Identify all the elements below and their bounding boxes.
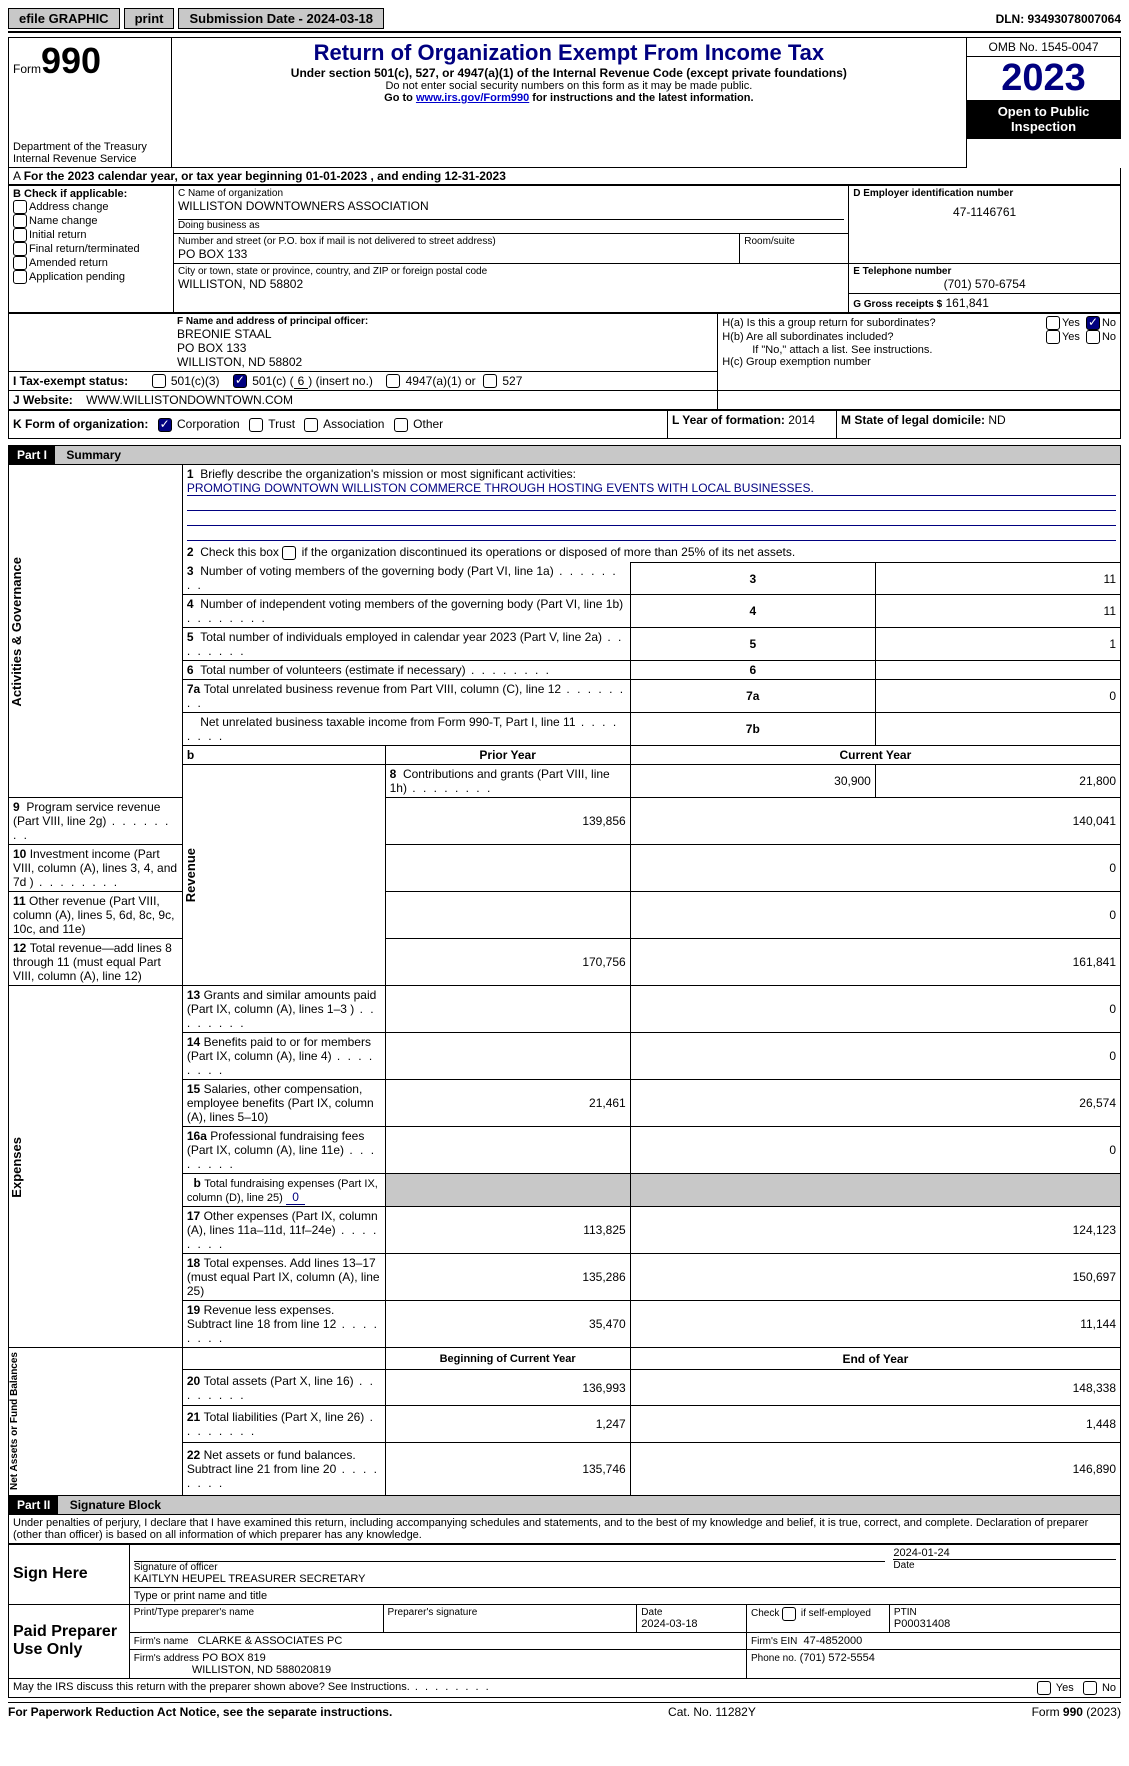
officer-l1: BREONIE STAAL	[177, 327, 713, 341]
form-subtitle: Under section 501(c), 527, or 4947(a)(1)…	[176, 66, 963, 80]
ein-value: 47-1146761	[853, 199, 1116, 225]
hb-no[interactable]	[1086, 330, 1100, 344]
check-amended[interactable]	[13, 256, 27, 270]
paperwork-notice: For Paperwork Reduction Act Notice, see …	[8, 1705, 392, 1719]
street-value: PO BOX 133	[178, 247, 735, 261]
dept-irs: Internal Revenue Service	[13, 153, 167, 165]
mission-text: PROMOTING DOWNTOWN WILLISTON COMMERCE TH…	[187, 481, 1116, 496]
officer-group-block: F Name and address of principal officer:…	[8, 313, 1121, 411]
goto-pre: Go to	[384, 92, 416, 104]
officer-l3: WILLISTON, ND 58802	[177, 355, 713, 369]
sign-here-label: Sign Here	[9, 1544, 130, 1604]
form-title: Return of Organization Exempt From Incom…	[176, 40, 963, 66]
discuss-yes[interactable]	[1037, 1681, 1051, 1695]
form-number: 990	[41, 40, 101, 81]
gross-receipts: 161,841	[946, 296, 989, 310]
paid-preparer-label: Paid Preparer Use Only	[9, 1604, 130, 1678]
l2-check[interactable]	[282, 546, 296, 560]
hc-label: H(c) Group exemption number	[722, 356, 1116, 368]
goto-post: for instructions and the latest informat…	[529, 92, 753, 104]
check-app-pending[interactable]	[13, 270, 27, 284]
i-501c[interactable]	[233, 374, 247, 388]
check-name-change[interactable]	[13, 214, 27, 228]
klm-block: K Form of organization: Corporation Trus…	[8, 410, 1121, 439]
room-label: Room/suite	[744, 236, 844, 247]
dba-label: Doing business as	[178, 220, 844, 231]
part2-tag: Part II	[9, 1496, 58, 1514]
l-label: L Year of formation:	[672, 413, 785, 427]
section-governance: Activities & Governance	[9, 553, 24, 711]
efile-button[interactable]: efile GRAPHIC	[8, 8, 120, 29]
city-value: WILLISTON, ND 58802	[178, 277, 844, 291]
e-phone-label: E Telephone number	[853, 266, 1116, 277]
org-name: WILLISTON DOWNTOWNERS ASSOCIATION	[178, 199, 844, 213]
year-formation: 2014	[788, 413, 815, 427]
k-assoc[interactable]	[304, 418, 318, 432]
hb-yes[interactable]	[1046, 330, 1060, 344]
officer-signature-name: KAITLYN HEUPEL TREASURER SECRETARY	[134, 1573, 886, 1585]
section-netassets: Net Assets or Fund Balances	[9, 1348, 20, 1494]
penalty-statement: Under penalties of perjury, I declare th…	[8, 1515, 1121, 1544]
section-expenses: Expenses	[9, 1133, 24, 1202]
phone-value: (701) 570-6754	[853, 277, 1116, 291]
l2-text: Check this box if the organization disco…	[200, 545, 795, 559]
catalog-number: Cat. No. 11282Y	[668, 1705, 756, 1719]
hb-label: H(b) Are all subordinates included?	[722, 331, 1046, 343]
submission-date: Submission Date - 2024-03-18	[178, 8, 384, 29]
ha-label: H(a) Is this a group return for subordin…	[722, 317, 1046, 329]
ha-yes[interactable]	[1046, 316, 1060, 330]
street-label: Number and street (or P.O. box if mail i…	[178, 236, 735, 247]
officer-l2: PO BOX 133	[177, 341, 713, 355]
form-footer: Form 990 (2023)	[1032, 1705, 1121, 1719]
section-revenue: Revenue	[183, 844, 198, 906]
hb-note: If "No," attach a list. See instructions…	[722, 344, 1116, 356]
state-domicile: ND	[988, 413, 1005, 427]
city-label: City or town, state or province, country…	[178, 266, 844, 277]
form-label: Form	[13, 62, 41, 76]
part1-tag: Part I	[9, 446, 55, 464]
m-label: M State of legal domicile:	[841, 413, 985, 427]
discuss-no[interactable]	[1083, 1681, 1097, 1695]
k-other[interactable]	[394, 418, 408, 432]
form-note-ssn: Do not enter social security numbers on …	[176, 80, 963, 92]
omb-number: OMB No. 1545-0047	[967, 38, 1120, 57]
i-501c3[interactable]	[152, 374, 166, 388]
j-label: J Website:	[13, 393, 73, 407]
signature-block: Sign Here Signature of officer KAITLYN H…	[8, 1544, 1121, 1698]
k-label: K Form of organization:	[13, 417, 148, 431]
f-officer-label: F Name and address of principal officer:	[177, 316, 713, 327]
check-final-return[interactable]	[13, 242, 27, 256]
g-receipts-label: G Gross receipts $	[853, 299, 942, 310]
print-button[interactable]: print	[124, 8, 175, 29]
part1-title: Summary	[58, 448, 121, 462]
c-name-label: C Name of organization	[178, 188, 844, 199]
self-employed-check[interactable]	[782, 1607, 796, 1621]
page-footer: For Paperwork Reduction Act Notice, see …	[8, 1702, 1121, 1719]
k-corp[interactable]	[158, 418, 172, 432]
i-527[interactable]	[483, 374, 497, 388]
top-toolbar: efile GRAPHIC print Submission Date - 20…	[8, 8, 1121, 33]
box-b-label: B Check if applicable:	[13, 188, 169, 200]
k-trust[interactable]	[249, 418, 263, 432]
check-initial-return[interactable]	[13, 228, 27, 242]
form-header: Form990 Return of Organization Exempt Fr…	[8, 37, 1121, 168]
entity-block: B Check if applicable: Address change Na…	[8, 185, 1121, 313]
dln: DLN: 93493078007064	[996, 12, 1121, 26]
part2-title: Signature Block	[62, 1498, 161, 1512]
l1-label: Briefly describe the organization's miss…	[200, 467, 576, 481]
tax-year: 2023	[1001, 57, 1086, 99]
part1-summary: Part I Summary Activities & Governance 1…	[8, 445, 1121, 1495]
ha-no[interactable]	[1086, 316, 1100, 330]
form990-link[interactable]: www.irs.gov/Form990	[416, 92, 529, 104]
i-4947[interactable]	[386, 374, 400, 388]
i-label: I Tax-exempt status:	[13, 374, 128, 388]
check-address-change[interactable]	[13, 200, 27, 214]
dept-treasury: Department of the Treasury	[13, 141, 167, 153]
open-inspection: Open to Public Inspection	[967, 100, 1120, 138]
d-ein-label: D Employer identification number	[853, 188, 1116, 199]
website-value: WWW.WILLISTONDOWNTOWN.COM	[86, 393, 293, 407]
line-a-tax-year: A For the 2023 calendar year, or tax yea…	[8, 168, 1121, 185]
